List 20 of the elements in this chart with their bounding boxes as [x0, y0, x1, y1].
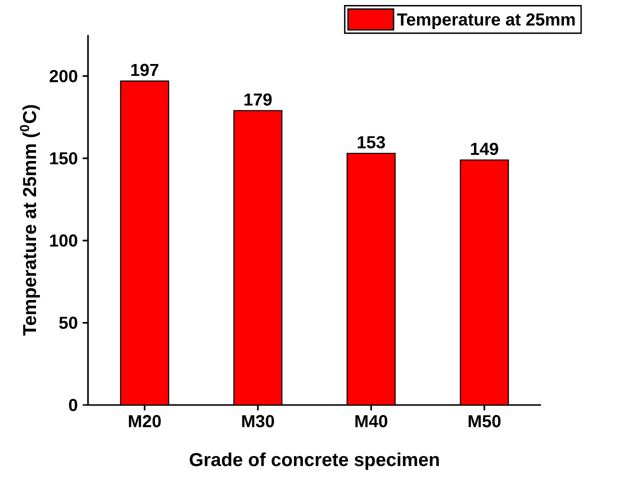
x-tick-label: M30	[242, 415, 274, 428]
x-tick-label: M20	[128, 415, 161, 428]
y-tick-label: 50	[59, 316, 78, 329]
x-axis-title: Grade of concrete specimen	[190, 452, 439, 470]
bar	[233, 110, 282, 405]
legend-label: Temperature at 25mm	[397, 13, 575, 30]
bar	[460, 159, 509, 405]
data-label: 179	[244, 93, 272, 106]
x-tick-label: M40	[355, 415, 388, 428]
y-tick-label: 200	[50, 70, 78, 82]
y-tick-label: 100	[50, 234, 78, 247]
x-tick-label: M50	[468, 415, 501, 428]
y-axis-title: Temperature at 25mm ($^{0}$C)	[20, 105, 40, 336]
data-label: 153	[358, 136, 385, 148]
data-label: 197	[131, 64, 158, 76]
y-tick-label: 0	[69, 398, 78, 412]
bar	[120, 80, 170, 405]
bar	[346, 152, 396, 405]
data-label: 149	[471, 142, 498, 155]
y-tick-label: 150	[50, 152, 78, 164]
